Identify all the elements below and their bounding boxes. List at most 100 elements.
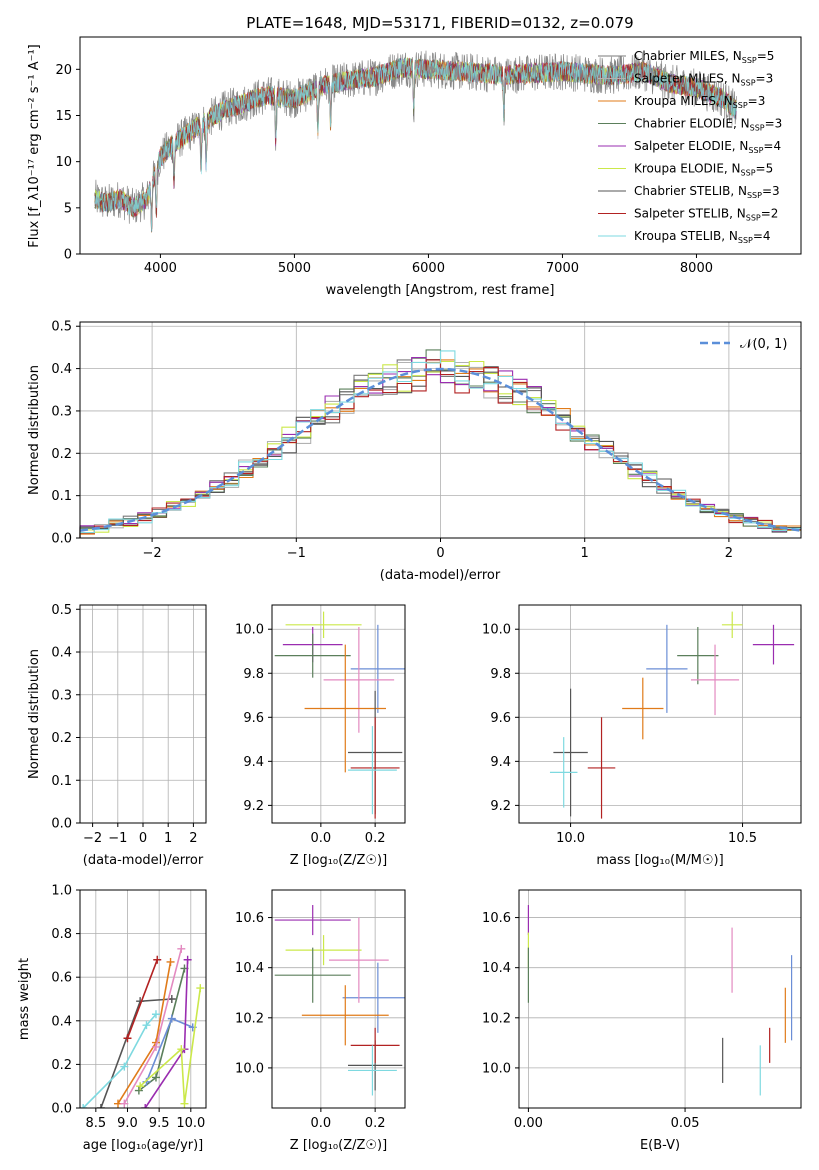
- y-tick-label: 9.4: [490, 755, 511, 770]
- y-tick-label: 0.4: [51, 646, 72, 661]
- y-axis-label: mass weight: [17, 958, 32, 1040]
- weight-line: [126, 959, 158, 1039]
- y-tick-label: 0.2: [51, 447, 72, 462]
- x-tick-label: 8000: [680, 261, 713, 276]
- y-tick-label: 0.0: [51, 817, 72, 832]
- point-marker: [96, 1104, 105, 1108]
- y-tick-label: 5: [64, 201, 72, 216]
- point-marker: [177, 944, 186, 953]
- residual-legend-label: 𝒩(0, 1): [740, 337, 787, 352]
- x-tick-label: 1: [581, 546, 589, 561]
- y-tick-label: 20: [55, 63, 72, 78]
- residual-legend: 𝒩(0, 1): [700, 337, 787, 352]
- axes-frame: [271, 889, 406, 1109]
- point-marker: [151, 1010, 160, 1019]
- point-marker: [120, 1099, 129, 1108]
- point-marker: [166, 957, 175, 966]
- gaussian-curve: [79, 367, 802, 532]
- weight-line: [139, 987, 202, 1104]
- spectrum-series-line: [94, 57, 737, 232]
- y-tick-label: 9.8: [490, 667, 511, 682]
- x-tick-label: −2: [83, 831, 102, 846]
- plot-data: [274, 611, 405, 819]
- x-tick-label: 0.0: [311, 831, 332, 846]
- point-marker: [177, 1045, 186, 1054]
- legend-label: Kroupa ELODIE, NSSP=5: [634, 162, 773, 178]
- y-tick-label: 10.0: [482, 1061, 511, 1076]
- axes-frame: [518, 604, 802, 824]
- x-axis-label: E(B-V): [640, 1138, 680, 1153]
- plot-data: [274, 905, 405, 1096]
- x-tick-label: 9.5: [149, 1116, 170, 1131]
- legend-label: Salpeter ELODIE, NSSP=4: [634, 139, 781, 155]
- x-tick-label: 1: [164, 831, 172, 846]
- age-vs-mass-panel: 0.0 0.2 9.2 9.4 9.6 9.8 10.0 Z [log₁₀(Z/Z☉)]: [235, 604, 406, 868]
- y-tick-label: 9.6: [490, 711, 511, 726]
- point-marker: [142, 1077, 151, 1086]
- x-tick-label: 0.0: [311, 1116, 332, 1131]
- y-tick-label: 10.0: [235, 623, 264, 638]
- y-tick-label: 10.0: [482, 623, 511, 638]
- point-marker: [167, 1014, 176, 1023]
- x-tick-label: 7000: [546, 261, 579, 276]
- mass-vs-ebv-panel: 0.0 0.2 10.0 10.2 10.4 10.6 Z [log₁₀(Z/Z☉)]: [235, 889, 406, 1153]
- weight-line: [138, 968, 186, 1092]
- point-marker: [196, 984, 205, 993]
- figure-title: PLATE=1648, MJD=53171, FIBERID=0132, z=0…: [246, 14, 633, 32]
- legend-label: Kroupa STELIB, NSSP=4: [634, 229, 771, 245]
- x-tick-label: −2: [143, 546, 162, 561]
- x-tick-label: 0: [139, 831, 147, 846]
- point-marker: [134, 1086, 143, 1095]
- x-tick-label: 0.2: [365, 831, 386, 846]
- point-marker: [151, 1042, 160, 1051]
- point-marker: [141, 1104, 150, 1108]
- point-marker: [120, 1062, 129, 1071]
- y-tick-label: 0.3: [51, 688, 72, 703]
- residual-xlabel: (data-model)/error: [380, 568, 501, 583]
- legend-label: Chabrier MILES, NSSP=5: [634, 49, 774, 65]
- x-tick-label: 10.5: [728, 831, 757, 846]
- x-tick-label: 2: [189, 831, 197, 846]
- axes-frame: [518, 889, 802, 1109]
- plot-data: [80, 944, 205, 1108]
- y-tick-label: 0.5: [51, 320, 72, 335]
- y-tick-label: 0.1: [51, 489, 72, 504]
- plot-data: [549, 611, 795, 819]
- legend-label: Salpeter MILES, NSSP=3: [634, 72, 773, 88]
- y-tick-label: 0.1: [51, 774, 72, 789]
- massweight-vs-age-panel: 10.0 10.5 9.2 9.4 9.6 9.8 10.0 mass [log₁₀(M/M☉…: [482, 604, 802, 868]
- point-marker: [80, 1104, 88, 1108]
- y-tick-label: 9.2: [490, 799, 511, 814]
- y-axis-label: Normed distribution: [27, 649, 42, 779]
- x-tick-label: 0.00: [514, 1116, 543, 1131]
- point-marker: [180, 1099, 189, 1108]
- y-tick-label: 0.5: [51, 603, 72, 618]
- x-tick-label: 0.2: [365, 1116, 386, 1131]
- x-tick-label: −1: [108, 831, 127, 846]
- y-tick-label: 0: [64, 248, 72, 263]
- spectrum-ticks: 4000 5000 6000 7000 8000 0 5 10 15 20: [55, 63, 713, 276]
- y-tick-label: 9.6: [243, 711, 264, 726]
- y-tick-label: 10.4: [482, 961, 511, 976]
- x-axis-label: (data-model)/error: [83, 853, 204, 868]
- y-tick-label: 0.8: [51, 927, 72, 942]
- y-tick-label: 0.3: [51, 404, 72, 419]
- y-tick-label: 10.6: [482, 911, 511, 926]
- y-tick-label: 9.8: [243, 667, 264, 682]
- spectrum-xlabel: wavelength [Angstrom, rest frame]: [326, 283, 555, 298]
- y-tick-label: 10.2: [235, 1011, 264, 1026]
- legend-label: Kroupa MILES, NSSP=3: [634, 94, 765, 110]
- y-tick-label: 0.2: [51, 1058, 72, 1073]
- axes-frame: [271, 604, 406, 824]
- point-marker: [136, 1082, 145, 1091]
- weight-line: [82, 1013, 157, 1108]
- x-axis-label: Z [log₁₀(Z/Z☉)]: [290, 853, 387, 868]
- mass-vs-Z-panel: 8.5 9.0 9.5 10.0 0.0 0.2 0.4 0.6 0.8 1.0 age [log₁…: [17, 884, 207, 1153]
- spectrum-ylabel: Flux [f_λ10⁻¹⁷ erg cm⁻² s⁻¹ A⁻¹]: [27, 44, 42, 248]
- y-tick-label: 10.4: [235, 961, 264, 976]
- y-tick-label: 0.0: [51, 1102, 72, 1117]
- point-marker: [153, 955, 162, 964]
- spectrum-lines: [94, 50, 737, 233]
- y-tick-label: 0.4: [51, 362, 72, 377]
